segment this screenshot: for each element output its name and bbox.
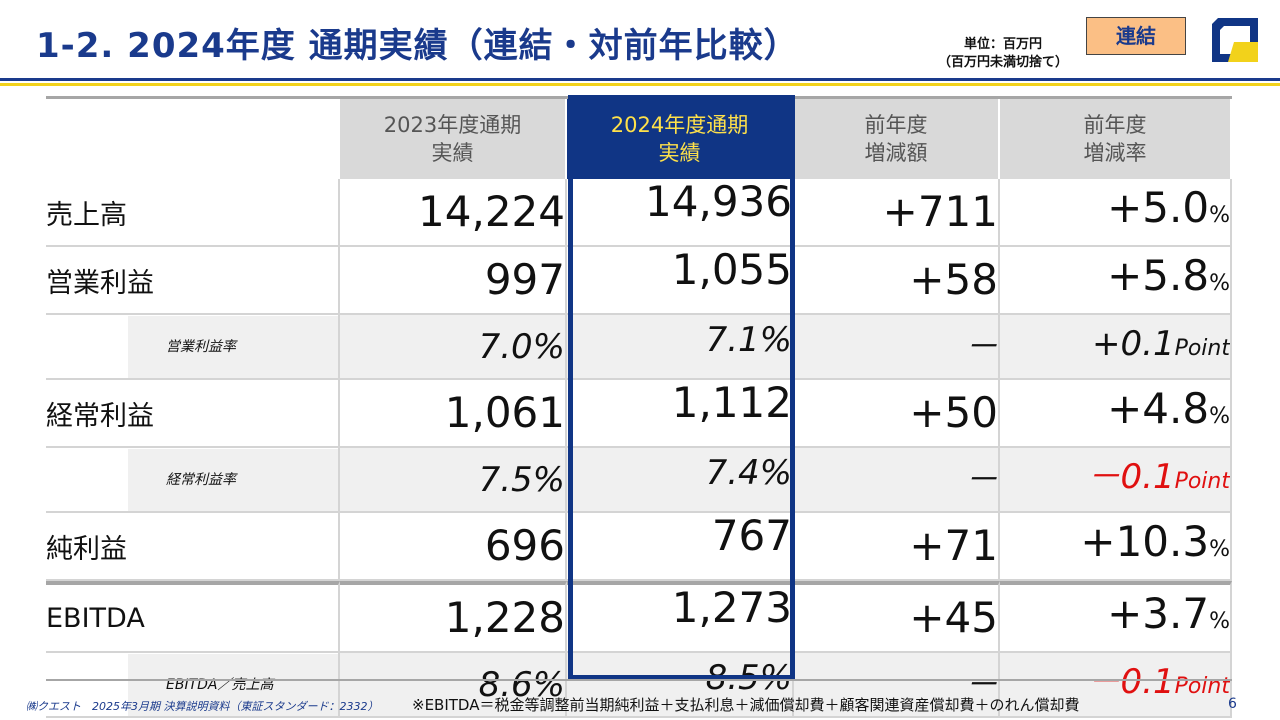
- rate-unit: %: [1209, 609, 1230, 634]
- row-label: EBITDA／売上高: [128, 653, 338, 716]
- cell-rate: +5.8%: [1000, 247, 1232, 315]
- table-row-sales: 売上高 14,224 14,936 +711 +5.0%: [46, 179, 1232, 247]
- cell-prev: 1,061: [340, 380, 567, 448]
- cell-prev: 997: [340, 247, 567, 315]
- cell-curr: 7.4%: [567, 448, 794, 513]
- row-label-cell: EBITDA／売上高: [46, 653, 340, 718]
- rate-value: +5.8: [1107, 251, 1210, 300]
- cell-rate: －0.1Point: [1000, 448, 1232, 513]
- rate-unit: %: [1209, 537, 1230, 562]
- rate-unit: %: [1209, 203, 1230, 228]
- cell-rate: +0.1Point: [1000, 315, 1232, 380]
- cell-prev: 14,224: [340, 179, 567, 247]
- row-label-cell: 経常利益率: [46, 448, 340, 513]
- header-curr-year-line1: 2024年度通期: [610, 113, 749, 137]
- cell-diff: +711: [794, 179, 1000, 247]
- cell-prev: 7.5%: [340, 448, 567, 513]
- table-row-ebitda-ratio: EBITDA／売上高 8.6% 8.5% － －0.1Point: [46, 653, 1232, 718]
- rate-value: +0.1: [1092, 324, 1175, 364]
- rate-unit: %: [1209, 271, 1230, 296]
- row-label: 営業利益: [46, 247, 340, 315]
- cell-prev: 1,228: [340, 581, 567, 653]
- cell-diff: －: [794, 315, 1000, 380]
- header-rule-yellow: [0, 83, 1280, 86]
- company-logo-icon: [1204, 12, 1266, 70]
- cell-curr: 1,273: [567, 581, 794, 653]
- cell-rate: +5.0%: [1000, 179, 1232, 247]
- header-rate-line2: 増減率: [1083, 141, 1147, 165]
- table-bottom-rule: [46, 679, 1232, 681]
- cell-diff: +50: [794, 380, 1000, 448]
- header-rule-blue: [0, 78, 1280, 81]
- rate-value: －0.1: [1086, 457, 1175, 497]
- cell-curr: 767: [567, 513, 794, 581]
- cell-rate: －0.1Point: [1000, 653, 1232, 718]
- cell-curr: 1,112: [567, 380, 794, 448]
- table-header-row: 2023年度通期 実績 2024年度通期 実績 前年度 増減額 前年度 増減率: [46, 99, 1232, 179]
- header-prev-year-line1: 2023年度通期: [383, 113, 522, 137]
- cell-prev: 696: [340, 513, 567, 581]
- rate-value: +3.7: [1107, 589, 1210, 638]
- header-curr-year: 2024年度通期 実績: [567, 99, 794, 179]
- header-rate-line1: 前年度: [1083, 113, 1147, 137]
- unit-note: 単位：百万円 （百万円未満切捨て）: [928, 36, 1078, 72]
- row-label: 売上高: [46, 179, 340, 247]
- rate-unit: Point: [1174, 336, 1230, 361]
- page-title: 1-2. 2024年度 通期実績（連結・対前年比較）: [36, 26, 799, 66]
- header-diff-line2: 増減額: [864, 141, 928, 165]
- unit-line-2: （百万円未満切捨て）: [937, 55, 1068, 70]
- header-prev-year-line2: 実績: [431, 141, 474, 165]
- cell-curr: 14,936: [567, 179, 794, 247]
- cell-rate: +3.7%: [1000, 581, 1232, 653]
- cell-curr: 1,055: [567, 247, 794, 315]
- cell-diff: －: [794, 653, 1000, 718]
- table-row-operating-margin: 営業利益率 7.0% 7.1% － +0.1Point: [46, 315, 1232, 380]
- rate-unit: %: [1209, 404, 1230, 429]
- footer-company: ㈱クエスト 2025年3月期 決算説明資料（東証スタンダード：2332）: [26, 700, 379, 713]
- cell-rate: +10.3%: [1000, 513, 1232, 581]
- rate-value: +10.3: [1080, 517, 1210, 566]
- cell-curr: 8.5%: [567, 653, 794, 718]
- row-label: 営業利益率: [128, 315, 338, 378]
- header-blank: [46, 99, 340, 179]
- header-rate: 前年度 増減率: [1000, 99, 1232, 179]
- table-row-operating-profit: 営業利益 997 1,055 +58 +5.8%: [46, 247, 1232, 315]
- cell-curr: 7.1%: [567, 315, 794, 380]
- consolidated-badge: 連結: [1086, 17, 1186, 55]
- table-row-net-profit: 純利益 696 767 +71 +10.3%: [46, 513, 1232, 581]
- header-diff-line1: 前年度: [864, 113, 928, 137]
- financial-table: 2023年度通期 実績 2024年度通期 実績 前年度 増減額 前年度 増減率 売上高 …: [46, 96, 1232, 718]
- diff-dash: －: [964, 459, 998, 500]
- cell-prev: 7.0%: [340, 315, 567, 380]
- header-curr-year-line2: 実績: [658, 141, 701, 165]
- header-diff: 前年度 増減額: [794, 99, 1000, 179]
- rate-value: +5.0: [1107, 183, 1210, 232]
- ebitda-footnote: ※EBITDA＝税金等調整前当期純利益＋支払利息＋減価償却費＋顧客関連資産償却費…: [412, 696, 1080, 714]
- table-row-ordinary-profit: 経常利益 1,061 1,112 +50 +4.8%: [46, 380, 1232, 448]
- page-number: 6: [1228, 696, 1237, 712]
- row-label-cell: 営業利益率: [46, 315, 340, 380]
- diff-dash: －: [964, 664, 998, 705]
- table-row-ordinary-margin: 経常利益率 7.5% 7.4% － －0.1Point: [46, 448, 1232, 513]
- cell-diff: +71: [794, 513, 1000, 581]
- cell-rate: +4.8%: [1000, 380, 1232, 448]
- rate-value: －0.1: [1086, 662, 1175, 702]
- table-row-ebitda: EBITDA 1,228 1,273 +45 +3.7%: [46, 581, 1232, 653]
- header-prev-year: 2023年度通期 実績: [340, 99, 567, 179]
- cell-diff: +45: [794, 581, 1000, 653]
- row-label: EBITDA: [46, 581, 340, 653]
- row-label: 経常利益率: [128, 448, 338, 511]
- rate-unit: Point: [1174, 674, 1230, 699]
- diff-dash: －: [964, 326, 998, 367]
- cell-diff: +58: [794, 247, 1000, 315]
- cell-diff: －: [794, 448, 1000, 513]
- cell-prev: 8.6%: [340, 653, 567, 718]
- unit-line-1: 単位：百万円: [963, 37, 1042, 52]
- rate-unit: Point: [1174, 469, 1230, 494]
- rate-value: +4.8: [1107, 384, 1210, 433]
- row-label: 純利益: [46, 513, 340, 581]
- row-label: 経常利益: [46, 380, 340, 448]
